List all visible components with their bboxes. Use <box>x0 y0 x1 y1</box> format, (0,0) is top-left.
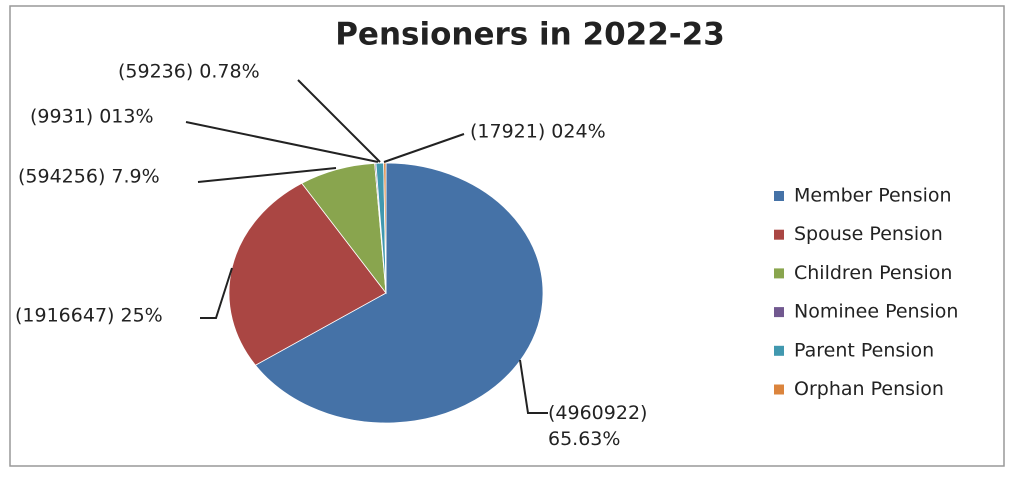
data-label: (594256) 7.9% <box>18 166 160 188</box>
legend-label: Parent Pension <box>794 339 934 361</box>
legend-swatch <box>774 191 784 201</box>
legend-label: Orphan Pension <box>794 378 944 400</box>
pie-slice <box>383 162 387 294</box>
legend-swatch <box>774 384 784 395</box>
leader-line <box>200 267 233 319</box>
data-label: (4960922) 65.63% <box>548 402 647 450</box>
leader-line <box>297 79 381 163</box>
data-label-line: 65.63% <box>548 428 620 450</box>
legend-swatch <box>774 268 784 279</box>
data-label: (17921) 024% <box>470 121 606 143</box>
legend-swatch <box>774 307 784 318</box>
data-label: (59236) 0.78% <box>118 61 260 83</box>
leader-line <box>185 121 379 163</box>
leader-line <box>197 167 337 183</box>
leader-line <box>383 133 465 163</box>
data-label: (9931) 013% <box>30 106 154 128</box>
legend-label: Nominee Pension <box>794 301 958 323</box>
pie-slice <box>254 162 544 424</box>
chart-title: Pensioners in 2022-23 <box>335 17 725 53</box>
legend-label: Spouse Pension <box>794 223 943 245</box>
pie-slice <box>228 182 387 366</box>
data-label: (1916647) 25% <box>15 305 163 327</box>
data-label-line: (4960922) <box>548 402 647 424</box>
legend-label: Member Pension <box>794 185 952 207</box>
leader-line <box>519 359 548 414</box>
legend-label: Children Pension <box>794 262 952 284</box>
legend-swatch <box>774 345 784 356</box>
legend-swatch <box>774 229 784 240</box>
